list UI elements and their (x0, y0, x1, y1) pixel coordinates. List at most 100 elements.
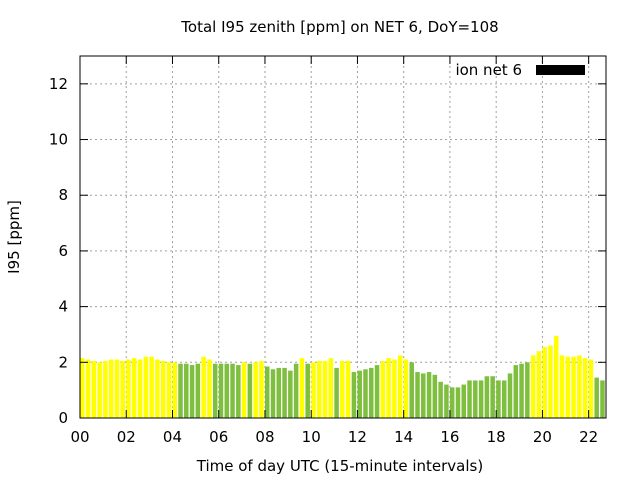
bar (490, 376, 495, 418)
x-tick-label: 02 (117, 428, 136, 446)
bar (553, 335, 559, 418)
bar (80, 358, 85, 418)
bar (189, 365, 195, 418)
bar (172, 362, 177, 418)
y-tick-labels: 0 2 4 6 8 10 12 (49, 75, 68, 427)
bar (328, 358, 334, 418)
bar (108, 359, 114, 418)
bar (501, 380, 507, 418)
legend-swatch (536, 65, 585, 75)
x-tick-label: 08 (255, 428, 274, 446)
bar (409, 362, 414, 418)
bar (478, 380, 484, 418)
bar (392, 359, 397, 418)
bar (155, 359, 160, 418)
bar (288, 370, 293, 418)
bar (224, 363, 230, 418)
bar (438, 381, 443, 418)
bar (97, 362, 102, 418)
bar (496, 380, 501, 418)
bar (449, 387, 455, 418)
bar (484, 376, 490, 418)
bar (316, 360, 322, 418)
bar (103, 360, 108, 418)
y-tick-label: 12 (49, 75, 68, 93)
bars (80, 335, 605, 418)
bar (519, 363, 524, 418)
bar (236, 365, 241, 418)
x-tick-labels: 00 02 04 06 08 10 12 14 16 18 20 22 (70, 428, 598, 446)
bar (91, 360, 97, 418)
bar (241, 362, 247, 418)
x-tick-label: 22 (579, 428, 598, 446)
bar (253, 362, 258, 418)
x-tick-label: 16 (440, 428, 459, 446)
y-tick-label: 0 (58, 409, 68, 427)
bar (184, 363, 189, 418)
y-tick-label: 6 (58, 242, 68, 260)
bar (201, 356, 206, 418)
x-tick-label: 14 (394, 428, 413, 446)
bar (461, 384, 466, 418)
bar (415, 372, 420, 418)
bar (149, 356, 154, 418)
bar (166, 362, 172, 418)
bar (386, 358, 391, 418)
bar (473, 380, 478, 418)
x-tick-label: 20 (533, 428, 552, 446)
bar (559, 355, 565, 418)
bar (126, 359, 131, 418)
bar (588, 359, 594, 418)
bar (455, 387, 461, 418)
y-tick-label: 8 (58, 186, 68, 204)
x-tick-label: 10 (302, 428, 321, 446)
bar (218, 363, 224, 418)
bar (345, 360, 351, 418)
x-tick-label: 06 (209, 428, 228, 446)
grid-lines (80, 56, 606, 418)
x-tick-label: 04 (163, 428, 182, 446)
bar (212, 363, 218, 418)
bar (160, 360, 166, 418)
y-tick-label: 2 (58, 353, 68, 371)
y-axis-label: I95 [ppm] (5, 200, 23, 274)
bar (311, 362, 316, 418)
legend-label: ion net 6 (455, 61, 522, 79)
bar (542, 346, 547, 418)
bar (403, 359, 409, 418)
bar (369, 367, 374, 418)
bar (467, 380, 472, 418)
bar (571, 356, 576, 418)
bar (536, 351, 542, 418)
bar (565, 356, 571, 418)
bar (525, 362, 530, 418)
bar (207, 359, 212, 418)
bar (114, 359, 120, 418)
bar (299, 358, 305, 418)
bar (195, 363, 201, 418)
bar (397, 355, 403, 418)
bar (276, 367, 282, 418)
bar (322, 360, 328, 418)
y-tick-label: 4 (58, 298, 68, 316)
bar (380, 360, 386, 418)
bar (120, 360, 125, 418)
bar (421, 373, 426, 418)
bar (357, 370, 362, 418)
y-tick-label: 10 (49, 131, 68, 149)
bar (293, 363, 299, 418)
bar (426, 372, 432, 418)
bar (270, 369, 276, 418)
bar (513, 365, 519, 418)
bar (178, 363, 183, 418)
bar (340, 360, 345, 418)
bar (230, 363, 235, 418)
bar (282, 367, 287, 418)
bar (137, 359, 143, 418)
x-tick-label: 12 (348, 428, 367, 446)
bar (132, 358, 137, 418)
axis-ticks (79, 56, 606, 419)
bar (264, 366, 270, 418)
bar (334, 367, 339, 418)
